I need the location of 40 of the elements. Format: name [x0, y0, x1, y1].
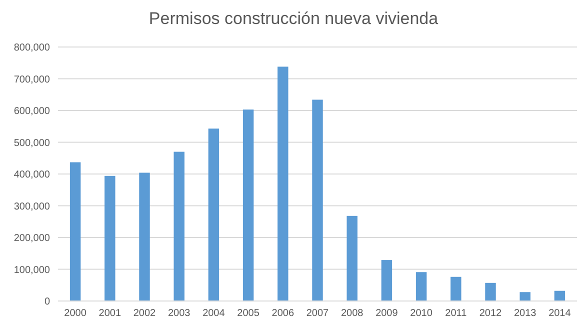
x-tick-label: 2000 — [64, 308, 87, 319]
bar — [278, 66, 288, 301]
y-tick-label: 700,000 — [14, 74, 50, 86]
x-tick-label: 2008 — [340, 308, 364, 319]
y-tick-label: 300,000 — [14, 201, 50, 212]
y-tick-label: 800,000 — [14, 42, 50, 54]
x-tick-label: 2011 — [445, 308, 468, 319]
bar — [208, 128, 220, 301]
x-tick-label: 2006 — [272, 308, 294, 319]
bar — [450, 276, 462, 301]
bar — [520, 292, 530, 301]
y-tick-label: 600,000 — [14, 106, 50, 117]
x-tick-label: 2014 — [548, 308, 572, 319]
bar — [104, 176, 116, 301]
bar — [416, 272, 427, 301]
chart-title: Permisos construcción nueva vivienda — [148, 9, 439, 28]
x-tick-label: 2010 — [410, 308, 433, 319]
bar — [381, 260, 392, 301]
x-tick-label: 2012 — [479, 308, 502, 319]
x-tick-label: 2009 — [376, 308, 398, 319]
bar — [485, 282, 496, 301]
x-tick-label: 2005 — [237, 308, 260, 319]
bar — [242, 110, 254, 301]
bar — [312, 100, 323, 301]
y-tick-label: 100,000 — [14, 264, 50, 276]
x-tick-label: 2013 — [514, 308, 537, 319]
bar — [174, 152, 184, 301]
y-tick-label: 0 — [44, 296, 50, 308]
x-tick-label: 2001 — [98, 308, 122, 319]
bar — [139, 172, 150, 301]
x-tick-label: 2002 — [133, 308, 156, 319]
y-tick-label: 400,000 — [14, 170, 50, 180]
bar — [554, 290, 566, 301]
y-tick-label: 200,000 — [14, 233, 50, 244]
bar — [346, 216, 358, 301]
x-tick-label: 2003 — [168, 308, 191, 319]
y-tick-label: 500,000 — [14, 138, 50, 149]
x-tick-label: 2007 — [306, 308, 330, 319]
bar — [70, 162, 81, 301]
x-tick-label: 2004 — [202, 308, 226, 319]
